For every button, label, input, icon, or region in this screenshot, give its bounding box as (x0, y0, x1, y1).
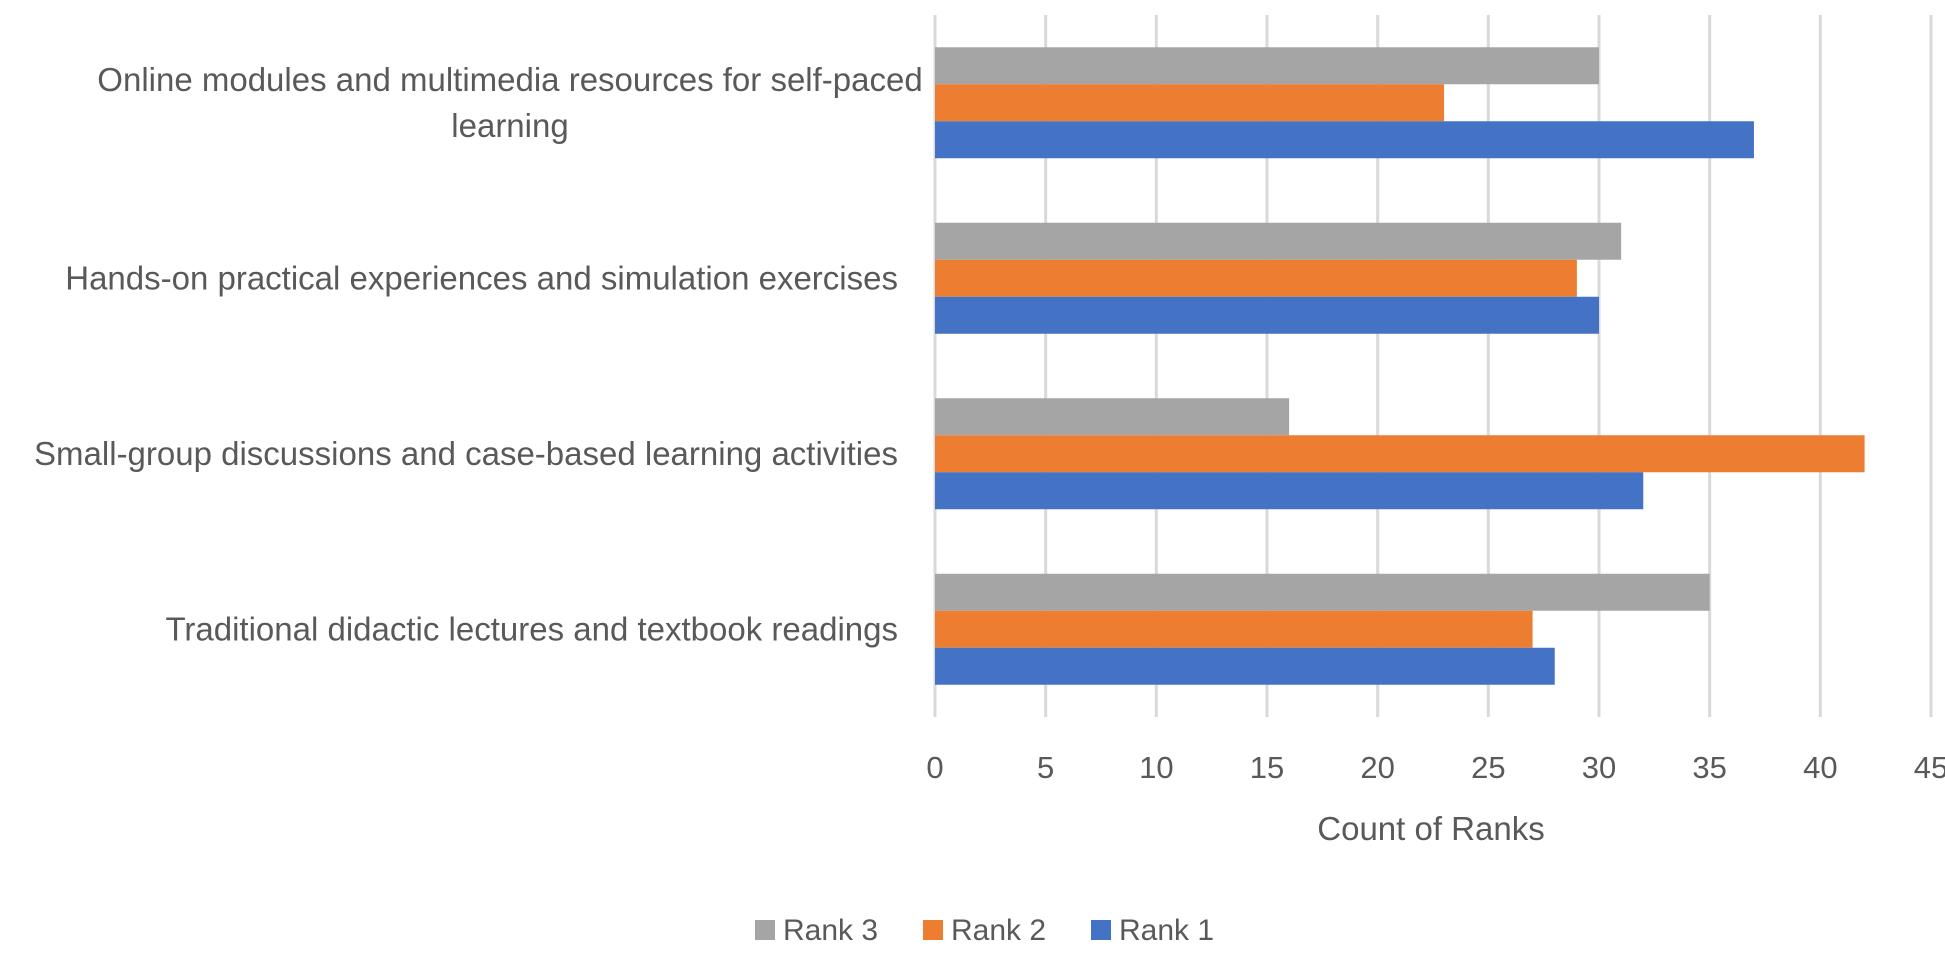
bar-rank-1 (935, 296, 1599, 334)
legend-label: Rank 2 (951, 914, 1046, 947)
bar-rank-2 (935, 259, 1577, 297)
bar-rank-2 (935, 610, 1533, 648)
x-tick-labels: 0 5 10 15 20 25 30 35 40 45 (926, 750, 1945, 785)
x-tick-label: 45 (1914, 750, 1945, 785)
bar-rank-1 (935, 647, 1555, 685)
x-tick-label: 5 (1037, 750, 1054, 785)
category-label: Traditional didactic lectures and textbo… (165, 610, 898, 647)
bar-rank-2 (935, 84, 1445, 122)
x-tick-label: 15 (1250, 750, 1284, 785)
category-label: Hands-on practical experiences and simul… (65, 259, 898, 296)
x-tick-label: 0 (926, 750, 943, 785)
bar-rank-1 (935, 121, 1754, 159)
legend-label: Rank 3 (783, 914, 878, 947)
x-tick-label: 25 (1471, 750, 1505, 785)
x-tick-label: 20 (1360, 750, 1394, 785)
legend-label: Rank 1 (1119, 914, 1214, 947)
bar-rank-3 (935, 398, 1290, 436)
bar-rank-2 (935, 435, 1865, 473)
legend-swatch (755, 920, 775, 940)
legend-swatch (923, 920, 943, 940)
x-tick-label: 40 (1803, 750, 1837, 785)
x-axis-title: Count of Ranks (1317, 810, 1544, 847)
bar-rank-3 (935, 47, 1599, 85)
x-tick-label: 35 (1692, 750, 1726, 785)
x-tick-label: 30 (1582, 750, 1616, 785)
bars (935, 47, 1865, 685)
category-labels: Traditional didactic lectures and textbo… (34, 61, 923, 648)
legend: Rank 3 Rank 2 Rank 1 (755, 914, 1214, 947)
category-label: Online modules and multimedia resources … (97, 61, 922, 144)
bar-rank-1 (935, 472, 1644, 510)
x-tick-label: 10 (1139, 750, 1173, 785)
category-label: Small-group discussions and case-based l… (34, 435, 898, 472)
bar-rank-3 (935, 222, 1622, 260)
legend-swatch (1091, 920, 1111, 940)
bar-rank-3 (935, 573, 1710, 611)
